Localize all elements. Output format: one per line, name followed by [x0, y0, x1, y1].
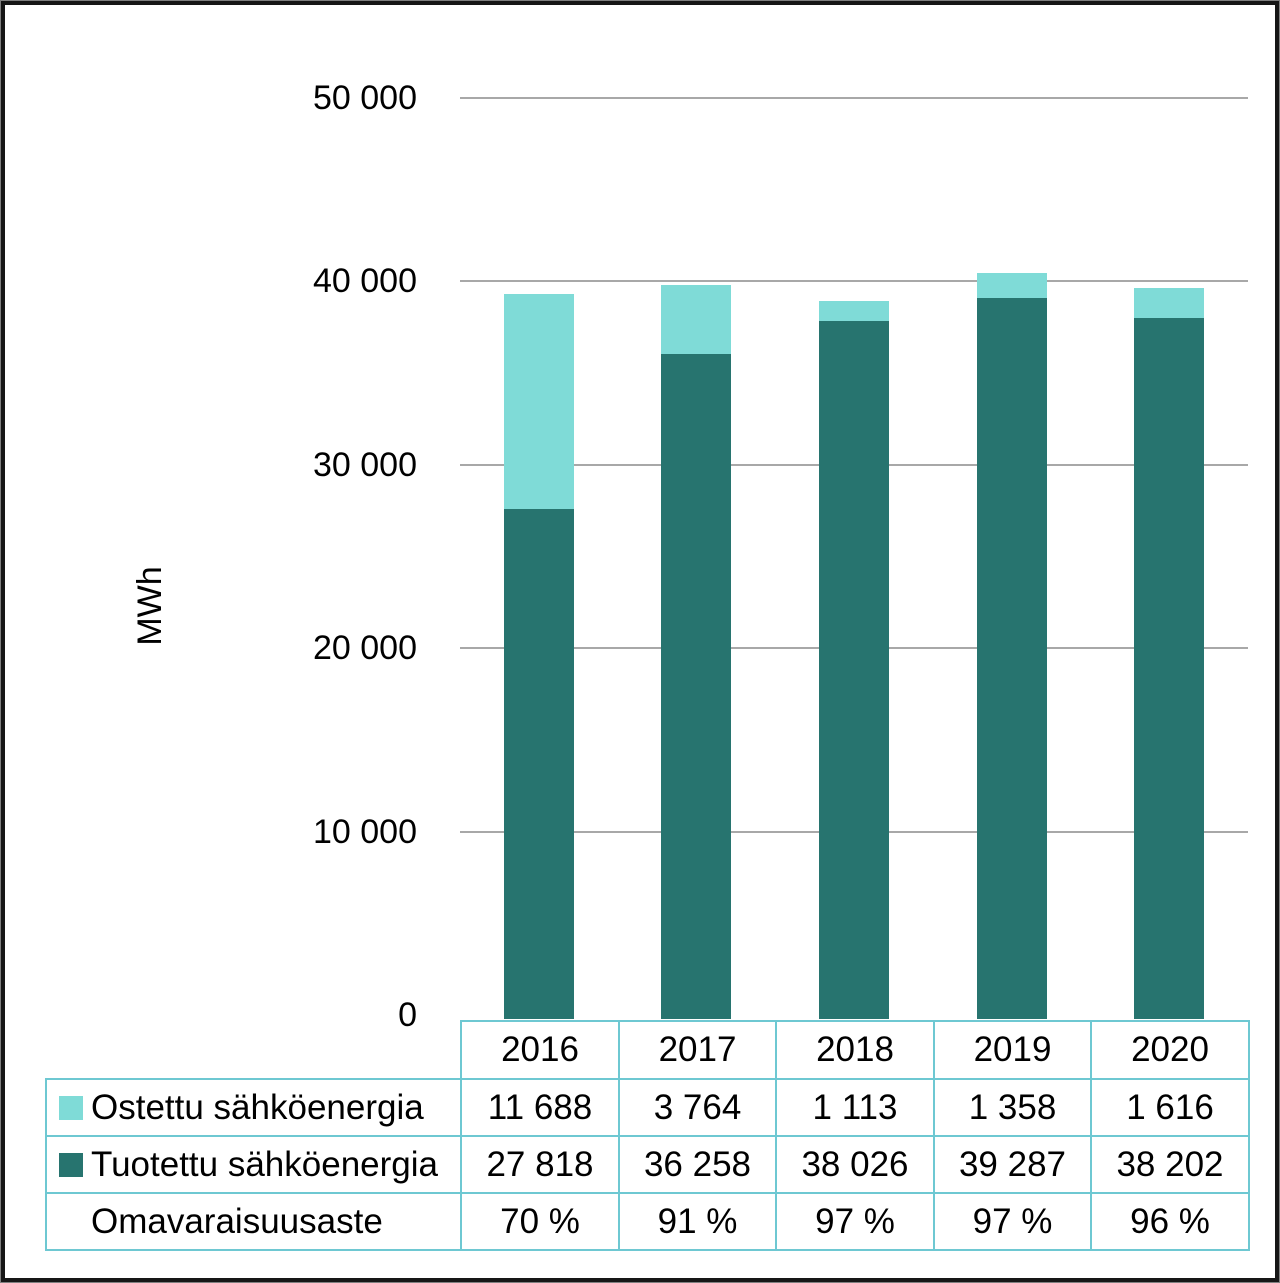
blank-cell — [46, 1021, 461, 1079]
year-cell: 2017 — [618, 1020, 777, 1080]
value-cell-produced: 38 026 — [775, 1135, 935, 1194]
row-label-produced-text: Tuotettu sähköenergia — [91, 1144, 438, 1184]
value-cell-purchased: 3 764 — [618, 1078, 777, 1137]
y-tick-label: 30 000 — [313, 445, 417, 484]
value-cell-produced: 38 202 — [1090, 1135, 1250, 1194]
row-label-purchased: Ostettu sähköenergia — [45, 1078, 462, 1137]
bar-purchased-2019 — [976, 273, 1047, 299]
y-tick-label: 10 000 — [313, 812, 417, 851]
y-tick-label: 0 — [398, 996, 417, 1034]
bar-produced-2020 — [1134, 317, 1205, 1019]
row-label-selfsufficiency-text: Omavaraisuusaste — [91, 1201, 383, 1241]
value-cell-purchased: 11 688 — [460, 1078, 620, 1137]
value-cell-selfsufficiency: 96 % — [1090, 1192, 1250, 1251]
row-label-produced-inner: Tuotettu sähköenergia — [47, 1145, 460, 1185]
year-cell: 2019 — [933, 1020, 1092, 1080]
value-cell-selfsufficiency: 97 % — [933, 1192, 1092, 1251]
value-cell-selfsufficiency: 97 % — [775, 1192, 935, 1251]
bar-purchased-2018 — [819, 300, 889, 322]
y-tick-label: 20 000 — [313, 629, 417, 667]
year-header-row: 2016 2017 2018 2019 2020 — [46, 1020, 1250, 1080]
bar-purchased-2017 — [661, 284, 732, 354]
y-tick-label: 40 000 — [313, 262, 417, 300]
year-cell: 2018 — [775, 1020, 935, 1080]
gridline-40000 — [460, 280, 1248, 282]
value-cell-produced: 39 287 — [933, 1135, 1092, 1194]
bar-purchased-2016 — [503, 294, 574, 509]
row-label-purchased-inner: Ostettu sähköenergia — [47, 1088, 460, 1128]
value-cell-selfsufficiency: 70 % — [460, 1192, 620, 1251]
year-cell: 2020 — [1090, 1020, 1250, 1080]
year-cell: 2016 — [460, 1020, 620, 1080]
value-cell-purchased: 1 616 — [1090, 1078, 1250, 1137]
legend-swatch-icon — [59, 1152, 83, 1177]
y-tick-label: 50 000 — [313, 78, 417, 117]
bar-produced-2019 — [976, 298, 1047, 1019]
selfsufficiency-row: Omavaraisuusaste 70 % 91 % 97 % 97 % 96 % — [45, 1192, 1250, 1251]
bar-produced-2016 — [503, 508, 574, 1019]
value-cell-purchased: 1 113 — [775, 1078, 935, 1137]
data-table-body: 2016 2017 2018 2019 2020 Ostettu sähköenergia… — [45, 1020, 1250, 1251]
bar-produced-2018 — [819, 321, 889, 1019]
bar-purchased-2020 — [1134, 288, 1205, 318]
bar-produced-2017 — [661, 353, 732, 1019]
gridline-50000 — [460, 96, 1248, 99]
value-cell-produced: 36 258 — [618, 1135, 777, 1194]
row-label-purchased-text: Ostettu sähköenergia — [91, 1087, 424, 1127]
value-cell-purchased: 1 358 — [933, 1078, 1092, 1137]
produced-row: Tuotettu sähköenergia 27 818 36 258 38 026 3… — [45, 1135, 1250, 1194]
purchased-row: Ostettu sähköenergia 11 688 3 764 1 113 1 35… — [45, 1078, 1250, 1137]
data-table: 2016 2017 2018 2019 2020 Ostettu sähköenergia… — [45, 1020, 1250, 1251]
row-label-selfsufficiency: Omavaraisuusaste — [45, 1192, 462, 1251]
row-label-produced: Tuotettu sähköenergia — [45, 1135, 462, 1194]
value-cell-produced: 27 818 — [460, 1135, 620, 1194]
value-cell-selfsufficiency: 91 % — [618, 1192, 777, 1251]
legend-swatch-icon — [59, 1095, 83, 1120]
row-label-selfsufficiency-inner: Omavaraisuusaste — [47, 1202, 460, 1242]
